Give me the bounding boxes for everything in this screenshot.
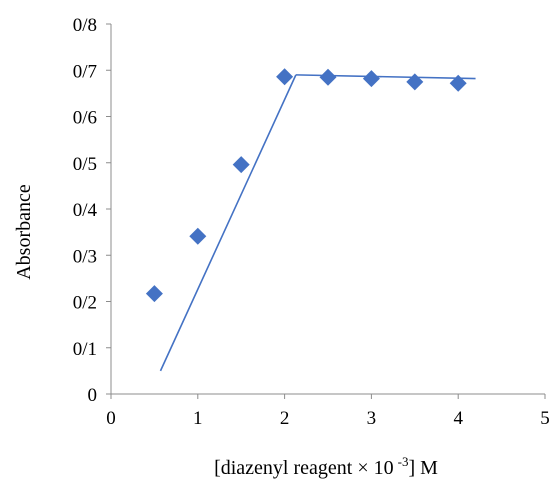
- data-point: [276, 68, 294, 86]
- x-axis-title-superscript: -3: [398, 454, 409, 469]
- x-tick-labels: 0 1 2 3 4 5: [106, 408, 550, 429]
- y-tick-label: 0/5: [73, 154, 97, 175]
- x-tick-label: 3: [367, 408, 377, 429]
- y-tick-label: 0/8: [73, 15, 97, 36]
- x-tick-marks: [110, 394, 546, 399]
- x-tick-label: 1: [193, 408, 203, 429]
- x-tick-label: 5: [540, 408, 550, 429]
- x-tick-label: 0: [106, 408, 116, 429]
- y-tick-label: 0/6: [73, 108, 97, 129]
- y-tick-marks: [106, 23, 111, 395]
- trendlines: [159, 74, 476, 372]
- x-axis-title: [diazenyl reagent × 10 -3] M: [214, 454, 438, 479]
- y-tick-label: 0/2: [73, 293, 97, 314]
- x-axis-title-main: [diazenyl reagent × 10: [214, 457, 394, 479]
- x-tick-label: 2: [280, 408, 290, 429]
- y-tick-label: 0/7: [73, 61, 97, 82]
- data-point: [319, 68, 337, 86]
- x-tick-label: 4: [453, 408, 463, 429]
- data-point: [449, 74, 467, 92]
- trendline: [159, 74, 297, 372]
- data-point: [232, 156, 250, 174]
- y-tick-label: 0/4: [73, 200, 98, 221]
- data-point: [145, 285, 163, 303]
- y-tick-label: 0/1: [73, 339, 97, 360]
- y-tick-labels: 0 0/1 0/2 0/3 0/4 0/5 0/6 0/7 0/8: [73, 15, 98, 406]
- data-point: [406, 73, 424, 91]
- y-axis-title: Absorbance: [13, 184, 35, 280]
- data-point: [189, 227, 207, 245]
- y-tick-label: 0/3: [73, 246, 97, 267]
- x-axis-title-suffix: ] M: [408, 457, 438, 479]
- y-tick-label: 0: [88, 385, 98, 406]
- data-points: [145, 68, 467, 303]
- data-point: [362, 70, 380, 88]
